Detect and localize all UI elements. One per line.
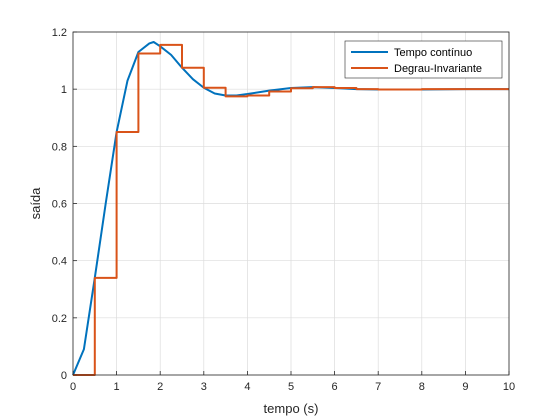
x-tick-label: 4 [244,381,250,393]
legend-label-tempo-continuo: Tempo contínuo [394,47,472,59]
series-line-degrau-invariante [73,43,509,376]
y-tick-label: 0 [61,370,67,382]
x-tick-label: 8 [419,381,425,393]
legend-label-degrau-invariante: Degrau-Invariante [394,63,482,75]
legend: Tempo contínuo Degrau-Invariante [344,40,503,79]
ticks: 0 1 2 3 4 5 6 7 8 9 10 0 0.2 0.4 0.6 0.8 1 1.2 [52,27,515,393]
y-tick-label: 0.4 [52,256,67,268]
y-tick-label: 0.2 [52,313,67,325]
y-tick-label: 1 [61,84,67,96]
x-tick-label: 6 [332,381,338,393]
x-tick-label: 10 [503,381,515,393]
series-group [72,41,509,376]
legend-box [344,40,503,79]
y-axis-label: saída [28,187,43,220]
x-tick-label: 2 [157,381,163,393]
x-tick-label: 7 [375,381,381,393]
y-tick-label: 0.6 [52,199,67,211]
x-tick-label: 3 [201,381,207,393]
x-tick-label: 0 [70,381,76,393]
y-tick-label: 0.8 [52,141,67,153]
x-tick-label: 5 [288,381,294,393]
y-tick-label: 1.2 [52,27,67,39]
x-tick-label: 9 [462,381,468,393]
x-axis-label: tempo (s) [264,401,319,416]
x-tick-label: 1 [114,381,120,393]
